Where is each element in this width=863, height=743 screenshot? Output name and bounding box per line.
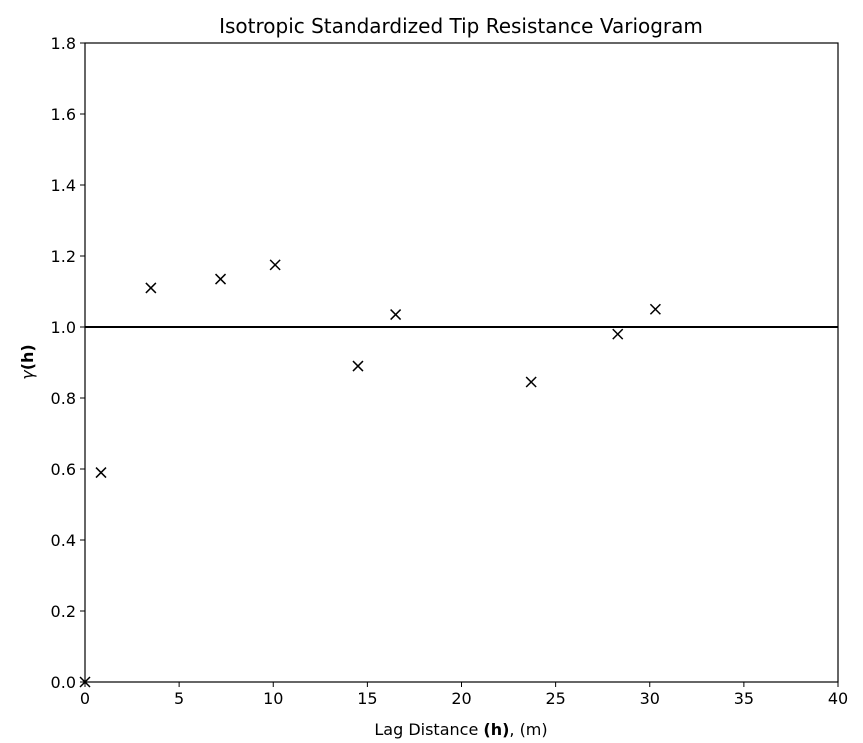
data-point [352,360,364,372]
y-tick-label: 0.6 [51,460,76,479]
data-point [269,259,281,271]
y-tick-label: 0.0 [51,673,76,692]
y-tick-label: 1.8 [51,34,76,53]
x-tick-label: 0 [80,689,90,708]
x-tick-label: 5 [174,689,184,708]
x-tick-label: 35 [734,689,754,708]
x-tick-label: 15 [357,689,377,708]
y-tick-label: 1.2 [51,247,76,266]
data-point [525,376,537,388]
x-tick-label: 20 [451,689,471,708]
y-tick-label: 1.0 [51,318,76,337]
data-point [649,303,661,315]
data-point [612,328,624,340]
x-tick-label: 25 [545,689,565,708]
y-tick-label: 0.8 [51,389,76,408]
y-tick-label: 1.4 [51,176,76,195]
x-axis-label: Lag Distance (h), (m) [374,720,547,739]
data-point [95,467,107,479]
y-tick-label: 0.2 [51,602,76,621]
x-tick-label: 30 [640,689,660,708]
y-tick-label: 1.6 [51,105,76,124]
x-tick-label: 40 [828,689,848,708]
data-point [390,309,402,321]
y-tick-label: 0.4 [51,531,76,550]
x-tick-label: 10 [263,689,283,708]
chart-title: Isotropic Standardized Tip Resistance Va… [219,14,703,38]
y-axis-label: γ(h) [18,344,37,379]
data-point [215,273,227,285]
data-point [145,282,157,294]
plot-area [85,43,838,682]
